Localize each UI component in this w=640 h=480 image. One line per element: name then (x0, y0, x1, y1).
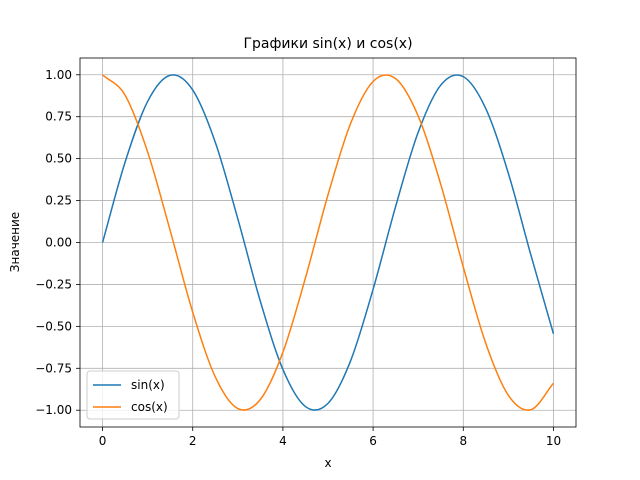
x-tick-label: 6 (369, 434, 377, 448)
y-tick-label: 0.00 (45, 236, 72, 250)
y-tick-label: 0.50 (45, 152, 72, 166)
x-tick-label: 10 (546, 434, 561, 448)
x-tick-label: 2 (189, 434, 197, 448)
y-tick-label: −0.25 (35, 277, 72, 291)
y-tick-label: 0.25 (45, 194, 72, 208)
legend-label: sin(x) (131, 378, 165, 392)
x-axis-label: x (324, 456, 331, 470)
grid (80, 58, 576, 427)
series-line-sin (101, 74, 555, 411)
y-tick-label: −1.00 (35, 403, 72, 417)
legend: sin(x) cos(x) (86, 370, 180, 420)
y-axis-label: Значение (8, 212, 22, 272)
legend-label: cos(x) (131, 400, 168, 414)
x-tick-label: 4 (279, 434, 287, 448)
chart-title: Графики sin(x) и cos(x) (243, 36, 412, 52)
series-line-cos (102, 74, 555, 411)
y-tick-label: 0.75 (45, 110, 72, 124)
y-tick-label: 1.00 (45, 68, 72, 82)
y-tick-label: −0.75 (35, 361, 72, 375)
x-tick-label: 0 (99, 434, 107, 448)
x-tick-label: 8 (459, 434, 467, 448)
y-tick-label: −0.50 (35, 319, 72, 333)
axis-ticks: 0 2 4 6 8 10 −1.00 −0.75 −0.50 −0.25 0.00 0.25 0.50 0… (35, 68, 561, 448)
plot-area (101, 74, 555, 411)
